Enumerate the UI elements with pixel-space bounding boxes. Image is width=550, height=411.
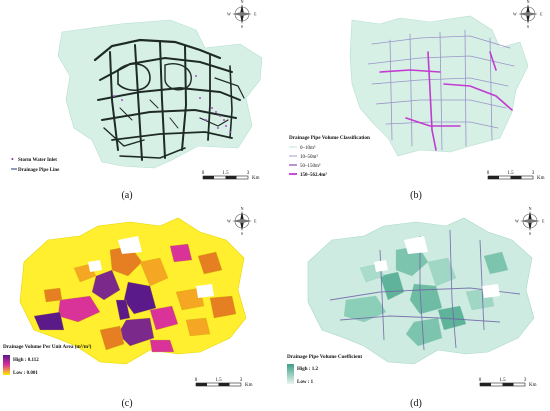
scalebar-c: 0 1.5 3 Km bbox=[195, 378, 253, 388]
east-label-b: E bbox=[540, 12, 543, 17]
legend-title-c: Drainage Volume Per Unit Area (m³/m²) bbox=[3, 343, 92, 350]
legend-high-c: High : 0.112 bbox=[13, 358, 39, 363]
city-boundary-a bbox=[57, 19, 263, 169]
legend-inlet-text: Storm Water Inlet bbox=[18, 158, 57, 163]
scale-unit-c: Km bbox=[245, 383, 253, 388]
legend-low-c: Low : 0.001 bbox=[13, 371, 38, 376]
choropleth-d bbox=[343, 245, 509, 347]
choropleth-c bbox=[33, 243, 237, 353]
legend-class-2: 50–150m³ bbox=[300, 163, 321, 169]
legend-gradient-c bbox=[3, 355, 10, 375]
legend-pipe-text: Drainage Pipe Line bbox=[18, 168, 60, 173]
south-label-d: S bbox=[529, 231, 531, 236]
legend-low-d: Low : 1 bbox=[297, 380, 314, 385]
legend-symbol-inlet: • bbox=[11, 155, 14, 164]
scale-tick-2-c: 3 bbox=[240, 378, 243, 383]
scale-unit-b: Km bbox=[537, 176, 545, 181]
north-arrow-a: N S E W bbox=[227, 0, 257, 29]
panel-label-a: (a) bbox=[121, 190, 132, 201]
legend-title-b: Drainage Pipe Volume Classification bbox=[289, 135, 370, 141]
west-label-b: W bbox=[513, 12, 517, 17]
legend-b: Drainage Pipe Volume Classification 0–10… bbox=[289, 135, 370, 178]
scalebar-b: 0 1.5 3 Km bbox=[487, 171, 545, 181]
legend-class-3: 150–562.4m³ bbox=[300, 172, 327, 178]
legend-high-d: High : 1.2 bbox=[297, 367, 318, 372]
panel-label-d: (d) bbox=[410, 398, 422, 409]
scale-tick-0-c: 0 bbox=[195, 378, 198, 383]
south-label-a: S bbox=[241, 24, 243, 29]
west-label-a: W bbox=[227, 12, 231, 17]
north-label-d: N bbox=[529, 206, 532, 211]
pipe-network-a bbox=[93, 38, 245, 161]
scale-tick-2-b: 3 bbox=[532, 171, 535, 176]
west-label-c: W bbox=[227, 219, 231, 224]
legend-a: • Storm Water Inlet Drainage Pipe Line bbox=[11, 155, 60, 173]
panel-label-b: (b) bbox=[410, 190, 422, 201]
scale-unit-d: Km bbox=[529, 383, 537, 388]
legend-title-d: Drainage Pipe Volume Coefficient bbox=[287, 354, 362, 360]
north-label-c: N bbox=[241, 206, 244, 211]
legend-c: Drainage Volume Per Unit Area (m³/m²) Hi… bbox=[3, 343, 92, 376]
scale-tick-2-d: 3 bbox=[524, 378, 527, 383]
legend-class-1: 10–50m³ bbox=[300, 154, 318, 160]
south-label-b: S bbox=[527, 24, 529, 29]
east-label-d: E bbox=[542, 219, 545, 224]
north-label-a: N bbox=[241, 0, 244, 4]
panel-c: N S E W bbox=[3, 206, 257, 409]
east-label-a: E bbox=[254, 12, 257, 17]
storm-inlets-a bbox=[113, 75, 231, 133]
city-boundary-b bbox=[349, 15, 529, 157]
north-arrow-b: N S E W bbox=[513, 0, 543, 29]
scale-tick-2-a: 3 bbox=[247, 171, 250, 176]
voids-d bbox=[374, 236, 500, 298]
scale-unit-a: Km bbox=[252, 176, 260, 181]
scale-tick-1-a: 1.5 bbox=[222, 171, 229, 176]
legend-gradient-d bbox=[287, 364, 294, 384]
legend-d: Drainage Pipe Volume Coefficient High : … bbox=[287, 354, 362, 385]
east-label-c: E bbox=[254, 219, 257, 224]
panel-label-c: (c) bbox=[121, 398, 132, 409]
panel-d: N S E W bbox=[287, 206, 545, 409]
scalebar-a: 0 1.5 3 Km bbox=[202, 171, 260, 181]
panel-b: N S E W Drainage Pipe bbox=[289, 0, 545, 201]
voids-c bbox=[88, 236, 214, 298]
scale-tick-0-b: 0 bbox=[487, 171, 490, 176]
scalebar-d: 0 1.5 3 Km bbox=[479, 378, 537, 388]
west-label-d: W bbox=[515, 219, 519, 224]
north-arrow-d: N S E W bbox=[515, 206, 545, 236]
legend-class-0: 0–10m³ bbox=[300, 145, 316, 151]
north-arrow-c: N S E W bbox=[227, 206, 257, 236]
pipe-network-d bbox=[329, 229, 521, 351]
scale-tick-1-d: 1.5 bbox=[499, 378, 506, 383]
scale-tick-1-b: 1.5 bbox=[507, 171, 514, 176]
north-label-b: N bbox=[527, 0, 530, 4]
south-label-c: S bbox=[241, 231, 243, 236]
scale-tick-1-c: 1.5 bbox=[215, 378, 222, 383]
pipe-network-b bbox=[367, 29, 515, 151]
scale-tick-0-a: 0 bbox=[202, 171, 205, 176]
scale-tick-0-d: 0 bbox=[479, 378, 482, 383]
panel-a: N S E W bbox=[11, 0, 263, 201]
